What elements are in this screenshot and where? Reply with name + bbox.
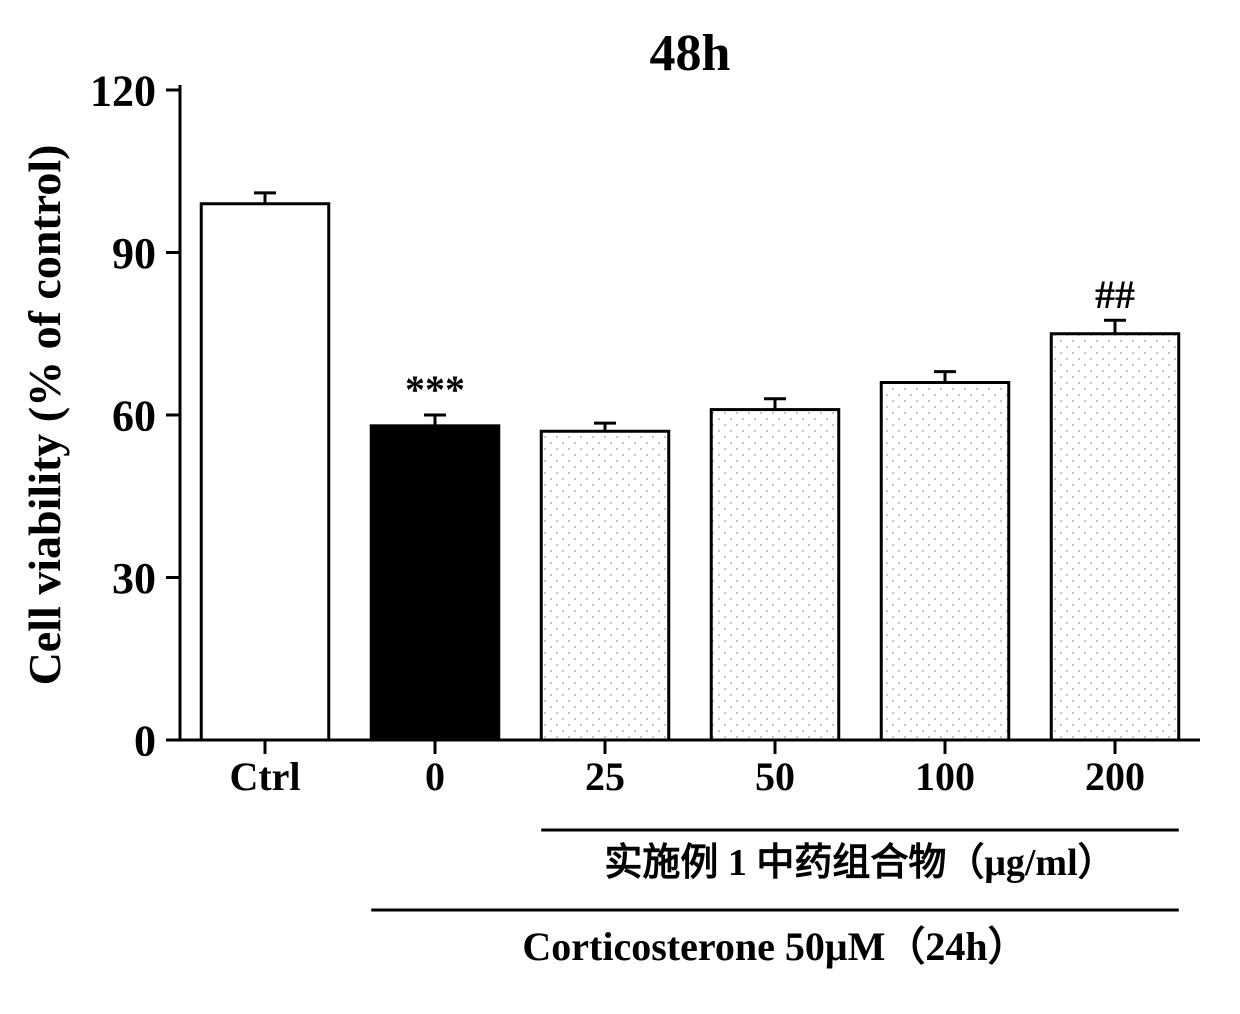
svg-text:0: 0 [425, 754, 445, 799]
svg-text:60: 60 [112, 391, 156, 440]
svg-text:25: 25 [585, 754, 625, 799]
svg-text:90: 90 [112, 229, 156, 278]
bar-chart: 48h 0 30 60 90 120 Cell viability (% of contro… [20, 20, 1220, 994]
chart-container: 48h 0 30 60 90 120 Cell viability (% of contro… [20, 20, 1220, 994]
svg-text:30: 30 [112, 554, 156, 603]
svg-text:##: ## [1095, 272, 1135, 317]
svg-text:0: 0 [134, 716, 156, 765]
svg-text:120: 120 [90, 66, 156, 115]
svg-text:48h: 48h [650, 25, 731, 82]
svg-text:Corticosterone 50μM（24h）: Corticosterone 50μM（24h） [522, 924, 1027, 969]
svg-text:100: 100 [915, 754, 975, 799]
svg-text:200: 200 [1085, 754, 1145, 799]
svg-text:Ctrl: Ctrl [229, 754, 300, 799]
svg-text:50: 50 [755, 754, 795, 799]
svg-text:***: *** [405, 367, 465, 412]
svg-text:Cell viability (% of control): Cell viability (% of control) [20, 145, 70, 686]
svg-text:实施例 1 中药组合物（μg/ml）: 实施例 1 中药组合物（μg/ml） [604, 842, 1115, 884]
